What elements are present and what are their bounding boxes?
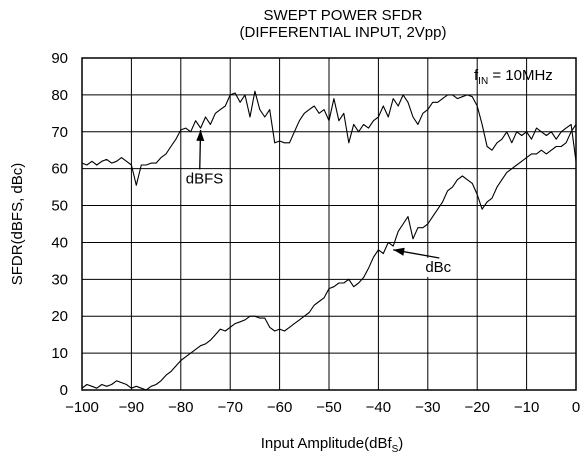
x-tick-label: −80 — [168, 399, 193, 416]
x-axis-label-main: Input Amplitude(dBf — [261, 435, 393, 452]
y-tick-label: 10 — [51, 345, 68, 362]
y-axis-label: SFDR(dBFS, dBc) — [9, 163, 26, 286]
x-tick-label: −50 — [316, 399, 341, 416]
series-label-dbc: dBc — [425, 259, 451, 276]
annotation-suffix: = 10MHz — [488, 67, 553, 84]
series-label-arrowhead — [393, 247, 405, 256]
series-line-dbfs — [81, 90, 577, 186]
series-label-dbfs: dBFS — [186, 170, 224, 187]
frequency-annotation: fIN = 10MHz — [474, 67, 553, 87]
annotation-subscript: IN — [478, 76, 488, 87]
series-group — [81, 90, 577, 391]
y-tick-label: 90 — [51, 50, 68, 67]
series-label-background — [182, 169, 227, 189]
y-tick-label: 80 — [51, 87, 68, 104]
x-tick-label: −60 — [267, 399, 292, 416]
series-labels: dBFS dBc — [182, 129, 467, 277]
y-axis-ticks: 0 10 20 30 40 50 60 70 80 90 — [51, 50, 68, 399]
x-axis-label-subscript: S — [392, 444, 399, 455]
series-label-arrowhead — [196, 129, 205, 141]
x-tick-label: 0 — [572, 399, 580, 416]
y-tick-label: 60 — [51, 161, 68, 178]
annotation-prefix: f — [474, 67, 479, 84]
chart-subtitle: (DIFFERENTIAL INPUT, 2Vpp) — [240, 24, 447, 41]
x-tick-label: −70 — [217, 399, 242, 416]
x-axis-label-close: ) — [398, 435, 403, 452]
x-axis-label: Input Amplitude(dBfS) — [261, 435, 404, 455]
y-tick-label: 70 — [51, 124, 68, 141]
y-tick-label: 0 — [60, 382, 68, 399]
x-tick-label: −30 — [415, 399, 440, 416]
y-tick-label: 40 — [51, 234, 68, 251]
x-tick-label: −10 — [514, 399, 539, 416]
x-tick-label: −20 — [464, 399, 489, 416]
series-label-background — [422, 257, 467, 277]
y-tick-label: 50 — [51, 198, 68, 215]
grid — [81, 57, 577, 391]
plot-frame — [81, 57, 577, 391]
x-tick-label: −100 — [65, 399, 99, 416]
x-axis-ticks: −100 −90 −80 −70 −60 −50 −40 −30 −20 −10 0 — [65, 399, 580, 416]
y-tick-label: 20 — [51, 308, 68, 325]
x-tick-label: −40 — [366, 399, 391, 416]
x-tick-label: −90 — [119, 399, 144, 416]
series-line-dbc — [81, 124, 577, 391]
y-tick-label: 30 — [51, 271, 68, 288]
chart-title: SWEPT POWER SFDR — [264, 7, 423, 24]
